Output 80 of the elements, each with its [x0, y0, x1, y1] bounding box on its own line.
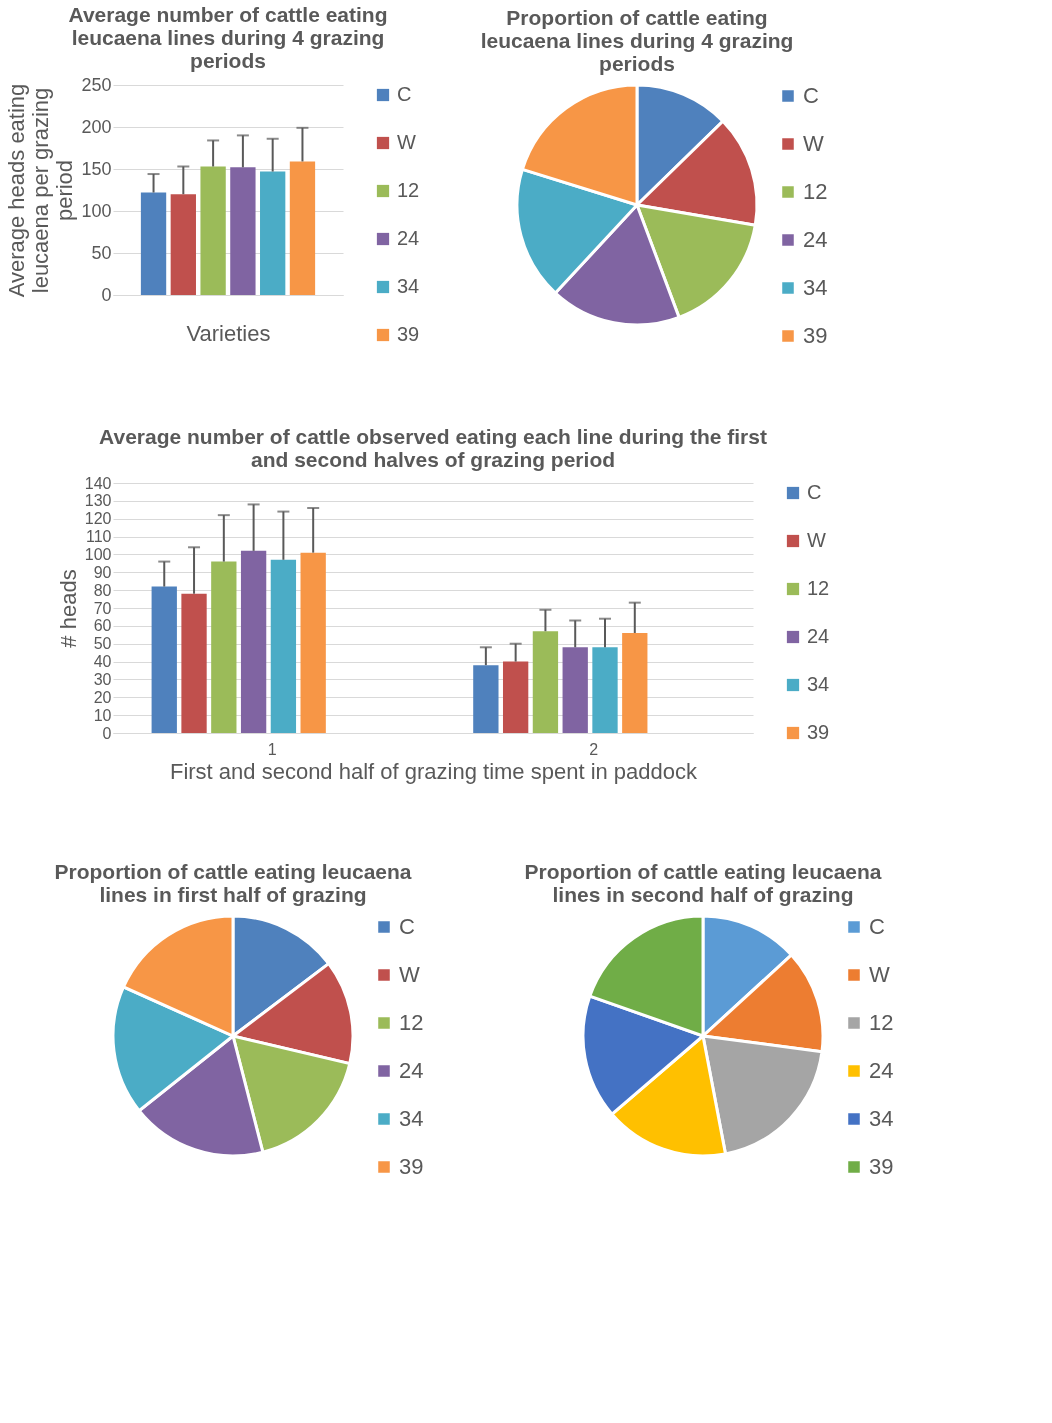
legend-label: 34	[807, 673, 830, 695]
legend-label: 34	[399, 1106, 424, 1131]
y-tick-label: 50	[91, 242, 112, 263]
bar	[240, 550, 267, 733]
legend-label: W	[869, 962, 890, 987]
legend-label: C	[807, 481, 822, 503]
legend-label: 24	[869, 1058, 894, 1083]
chart-title: Average number of cattle eating leucaena lines during 4 grazing periods	[68, 3, 388, 72]
bar	[170, 194, 196, 295]
legend-label: 34	[869, 1106, 894, 1131]
bar	[270, 559, 297, 733]
legend-label: 24	[807, 625, 830, 647]
legend-label: W	[399, 962, 420, 987]
legend-label: 12	[803, 179, 828, 204]
y-tick-label: 100	[81, 200, 112, 221]
legend-label: W	[397, 131, 416, 153]
y-tick-label: 40	[93, 653, 112, 671]
x-tick-label: 1	[267, 740, 277, 758]
y-tick-label: 30	[93, 670, 112, 688]
y-tick-label: 0	[102, 724, 112, 742]
legend-label: 12	[807, 577, 830, 599]
bar	[622, 633, 648, 733]
bar	[502, 661, 529, 733]
legend-label: 39	[869, 1154, 894, 1179]
legend-label: C	[397, 83, 412, 105]
legend-label: 34	[803, 275, 828, 300]
y-tick-label: 130	[84, 492, 112, 510]
legend-label: C	[869, 914, 885, 939]
legend-label: 24	[397, 227, 420, 249]
x-tick-label: 2	[589, 740, 599, 758]
y-tick-label: 140	[84, 474, 112, 492]
x-axis-title: Varieties	[186, 320, 271, 346]
bar	[211, 561, 237, 733]
legend-label: 39	[399, 1154, 424, 1179]
chart-title: Proportion of cattle eating leucaena lines in first half of grazing	[54, 860, 412, 906]
legend-label: 39	[807, 721, 830, 743]
y-tick-label: 110	[85, 528, 112, 546]
bar	[473, 665, 499, 733]
y-tick-label: 50	[93, 635, 112, 653]
legend-label: 24	[803, 227, 828, 252]
bar	[200, 166, 226, 295]
bar	[260, 171, 286, 295]
legend-label: 12	[399, 1010, 424, 1035]
y-tick-label: 120	[84, 510, 112, 528]
y-tick-label: 20	[93, 688, 112, 706]
bar	[181, 593, 207, 733]
y-tick-label: 90	[93, 563, 112, 581]
y-tick-label: 200	[81, 116, 112, 137]
bar	[140, 192, 167, 295]
y-tick-label: 0	[101, 284, 112, 305]
legend-label: 34	[397, 275, 420, 297]
y-tick-label: 70	[93, 599, 112, 617]
y-tick-label: 150	[81, 158, 112, 179]
y-tick-label: 100	[84, 545, 112, 563]
chart-title: Average number of cattle observed eating each line during the first and second halves of grazing period	[99, 425, 767, 471]
legend-label: 39	[803, 323, 828, 348]
bar	[230, 167, 256, 295]
y-tick-label: 10	[93, 706, 112, 724]
bar	[289, 161, 316, 295]
y-tick-label: 80	[93, 581, 112, 599]
bar	[532, 631, 559, 733]
legend-label: 24	[399, 1058, 424, 1083]
bar	[151, 586, 177, 733]
y-axis-title: # heads	[55, 569, 81, 648]
bar	[562, 647, 588, 733]
y-tick-label: 250	[81, 74, 112, 95]
bar	[592, 647, 618, 733]
x-axis-title: First and second half of grazing time spent in paddock	[169, 758, 699, 784]
legend-label: C	[803, 83, 819, 108]
chart-title: Proportion of cattle eating leucaena lines in second half of grazing	[524, 860, 882, 906]
legend-label: W	[803, 131, 824, 156]
legend-label: 12	[869, 1010, 894, 1035]
chart-title: Proportion of cattle eating leucaena lines during 4 grazing periods	[480, 6, 794, 75]
y-axis-title: Average heads eating leucaena per grazing period	[4, 83, 78, 298]
legend-label: W	[807, 529, 826, 551]
y-tick-label: 60	[93, 617, 112, 635]
bar	[300, 552, 326, 733]
legend-label: 39	[397, 323, 420, 345]
legend-label: C	[399, 914, 415, 939]
legend-label: 12	[397, 179, 420, 201]
